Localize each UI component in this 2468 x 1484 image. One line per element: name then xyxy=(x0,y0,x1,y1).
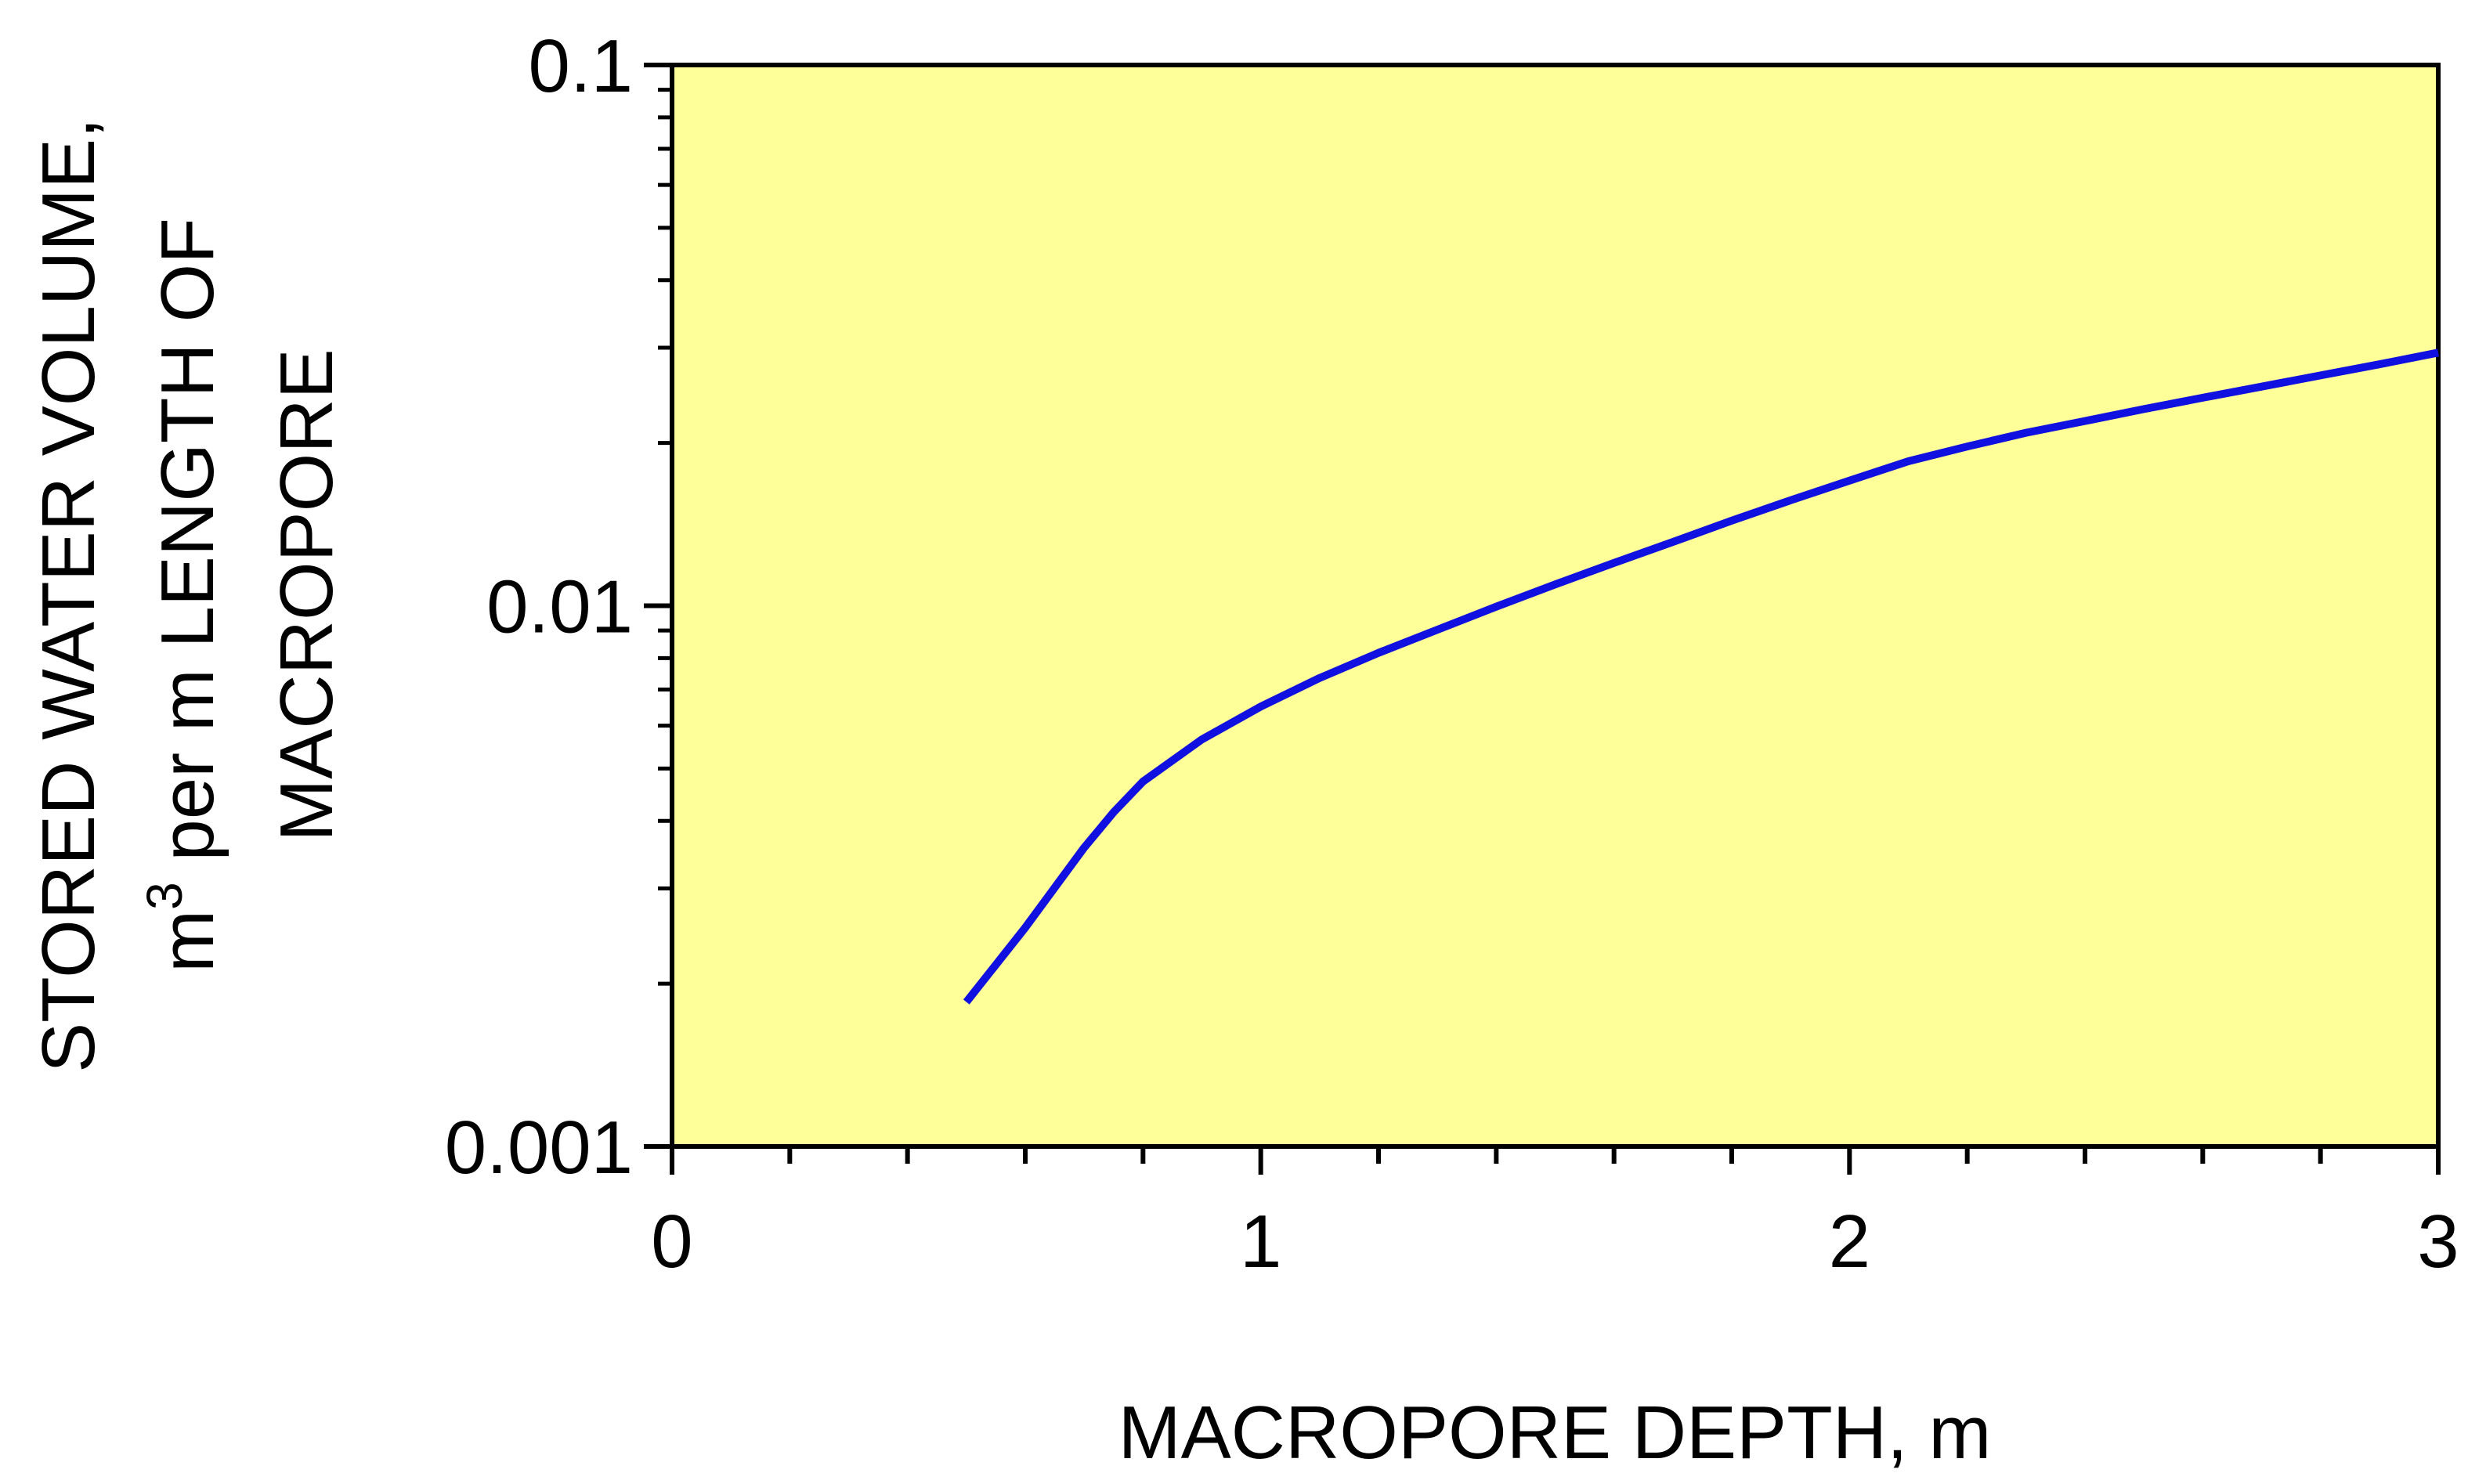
y-tick-label: 0.001 xyxy=(445,1106,633,1190)
series-line xyxy=(963,348,2439,1005)
y-axis-title-line2-text: per m LENGTH OF xyxy=(146,218,229,882)
x-axis-tick-labels: 0 1 2 3 xyxy=(651,1200,2459,1284)
plot-area xyxy=(670,63,2441,1149)
y-tick-label: 0.1 xyxy=(529,24,633,108)
y-axis-title-line1: STORED WATER VOLUME, xyxy=(27,117,110,1073)
y-axis-tick-labels: 0.001 0.01 0.1 xyxy=(445,24,633,1190)
y-axis-major-ticks xyxy=(644,63,672,1149)
x-tick-label: 1 xyxy=(1240,1200,1281,1284)
y-axis-title-unit-exponent: 3 xyxy=(136,882,193,910)
x-tick-label: 2 xyxy=(1829,1200,1870,1284)
y-axis-title-line2: m3 per m LENGTH OF xyxy=(136,218,229,973)
x-axis-ticks xyxy=(670,1146,2441,1175)
y-axis-title: STORED WATER VOLUME, m3 per m LENGTH OF … xyxy=(27,117,349,1073)
y-tick-label: 0.01 xyxy=(486,565,633,649)
y-axis-title-line3: MACROPORE xyxy=(265,348,349,841)
y-axis-title-unit: m xyxy=(146,910,229,973)
x-axis-title: MACROPORE DEPTH, m xyxy=(1118,1391,1992,1475)
x-tick-label: 0 xyxy=(651,1200,692,1284)
y-axis-minor-ticks xyxy=(658,88,672,986)
x-tick-label: 3 xyxy=(2417,1200,2459,1284)
